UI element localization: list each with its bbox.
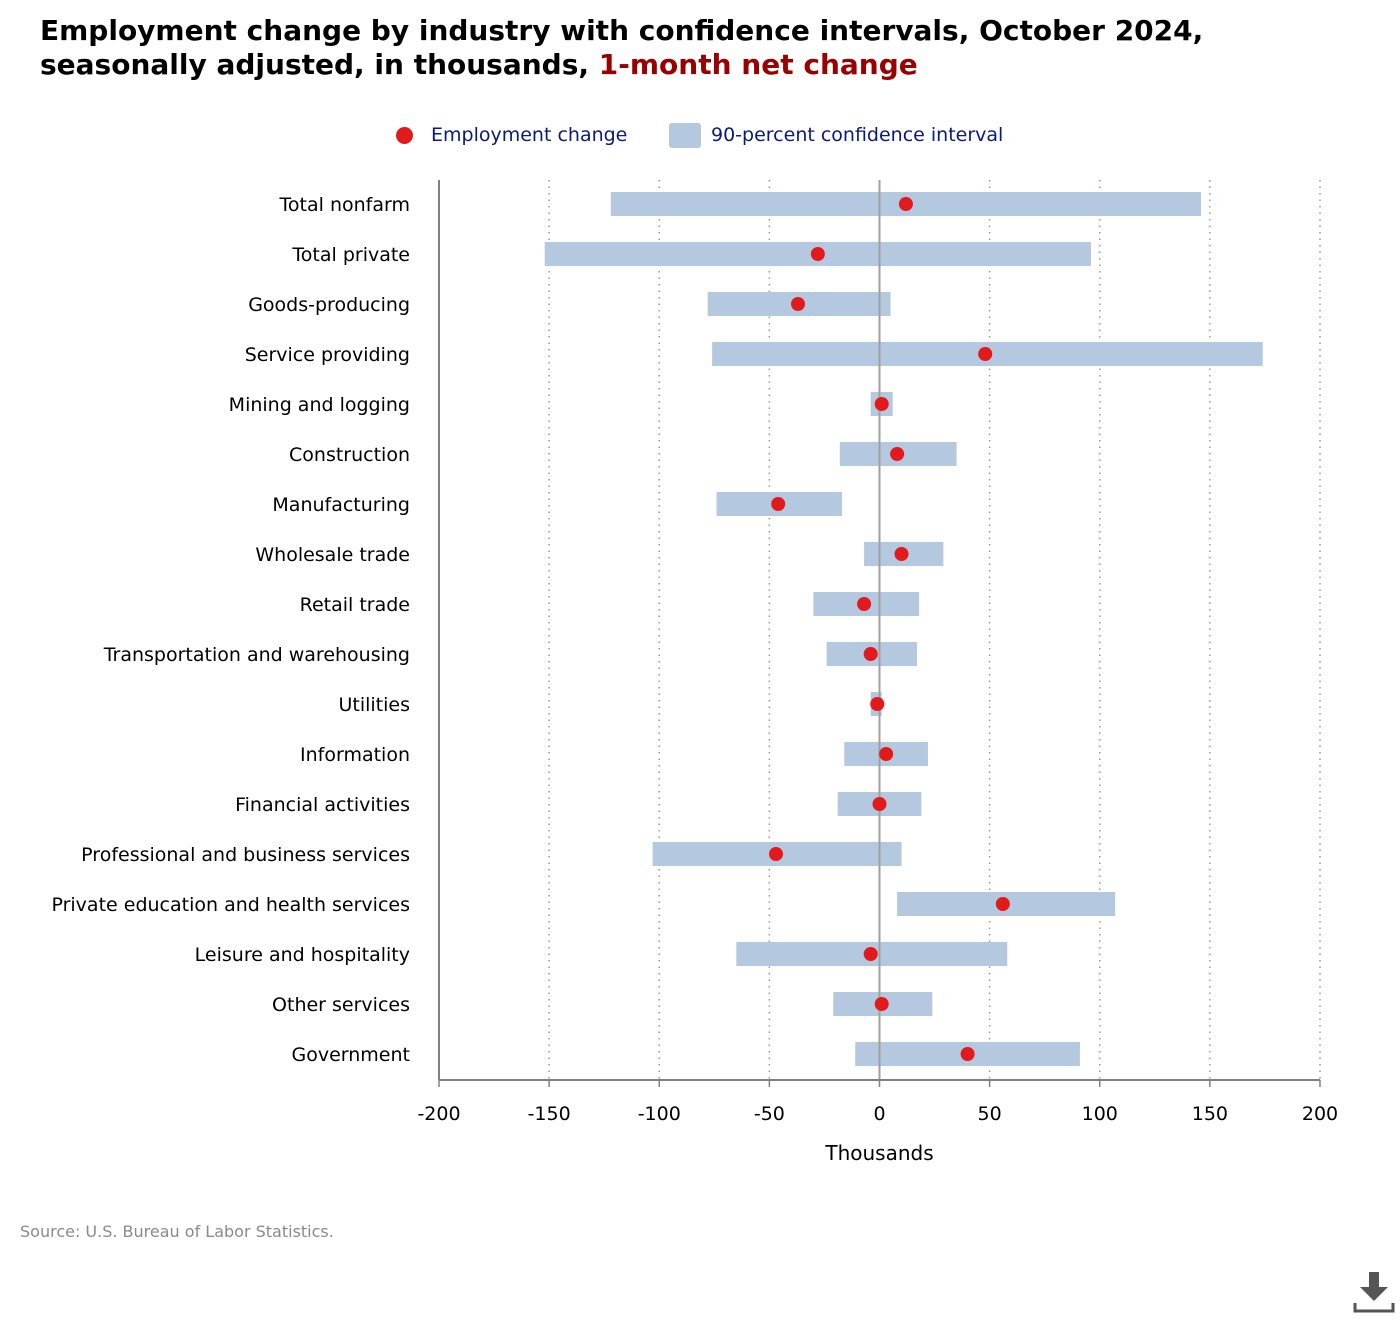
x-tick-label: 0 — [873, 1103, 885, 1125]
category-label: Total nonfarm — [279, 194, 410, 216]
category-label: Mining and logging — [229, 394, 410, 416]
category-label: Utilities — [338, 694, 410, 716]
legend-label-employment-change: Employment change — [431, 124, 628, 146]
legend-item-employment-change[interactable]: Employment change — [396, 118, 627, 152]
download-icon — [1353, 1272, 1395, 1313]
download-button[interactable] — [1352, 1270, 1396, 1316]
category-label: Goods-producing — [248, 294, 410, 316]
chart-title: Employment change by industry with confi… — [40, 14, 1360, 82]
employment-change-point — [894, 547, 909, 561]
employment-change-point — [872, 797, 887, 811]
x-tick-label: 200 — [1302, 1103, 1338, 1125]
category-label: Professional and business services — [81, 844, 410, 866]
employment-change-point — [791, 297, 806, 311]
x-tick-label: 150 — [1192, 1103, 1228, 1125]
category-label: Retail trade — [300, 594, 410, 616]
legend-label-confidence-interval: 90-percent confidence interval — [711, 124, 1004, 146]
chart-plot: -200 -150 -100 -50 0 50 100 150 200 Thousands Tota… — [51, 180, 1338, 1165]
legend-dot-marker — [396, 126, 413, 144]
source-note: Source: U.S. Bureau of Labor Statistics. — [20, 1222, 334, 1241]
category-label: Transportation and warehousing — [103, 644, 410, 666]
employment-change-point — [810, 247, 825, 261]
category-label: Wholesale trade — [255, 544, 410, 566]
category-label: Other services — [272, 994, 410, 1016]
category-label: Construction — [289, 444, 410, 466]
x-tick-label: 50 — [978, 1103, 1002, 1125]
x-tick-label: 100 — [1082, 1103, 1118, 1125]
employment-change-point — [874, 997, 889, 1011]
category-label: Private education and health services — [51, 894, 410, 916]
employment-change-point — [978, 347, 993, 361]
x-tick-label: -150 — [528, 1103, 571, 1125]
employment-change-point — [995, 897, 1010, 911]
x-tick-label: -200 — [417, 1103, 460, 1125]
employment-change-point — [874, 397, 889, 411]
category-label: Government — [292, 1044, 411, 1066]
employment-change-point — [768, 847, 783, 861]
category-label: Leisure and hospitality — [195, 944, 410, 966]
employment-change-point — [857, 597, 872, 611]
x-tick-label: -50 — [754, 1103, 785, 1125]
employment-change-point — [870, 697, 885, 711]
employment-change-point — [863, 947, 878, 961]
chart-title-main: Employment change by industry with confi… — [40, 14, 1204, 81]
category-label: Financial activities — [235, 794, 410, 816]
employment-change-point — [879, 747, 894, 761]
category-label: Service providing — [245, 344, 410, 366]
chart-legend: Employment change 90-percent confidence … — [0, 118, 1400, 152]
employment-change-point — [898, 197, 913, 211]
category-label: Information — [300, 744, 410, 766]
x-axis-title: Thousands — [824, 1141, 933, 1165]
category-label: Total private — [291, 244, 410, 266]
legend-interval-swatch — [669, 122, 701, 148]
legend-item-confidence-interval[interactable]: 90-percent confidence interval — [669, 118, 1003, 152]
employment-change-point — [771, 497, 786, 511]
employment-change-point — [960, 1047, 975, 1061]
category-label: Manufacturing — [272, 494, 410, 516]
employment-change-point — [890, 447, 905, 461]
x-tick-label: -100 — [638, 1103, 681, 1125]
chart-title-highlight: 1-month net change — [598, 48, 918, 81]
employment-change-point — [863, 647, 878, 661]
